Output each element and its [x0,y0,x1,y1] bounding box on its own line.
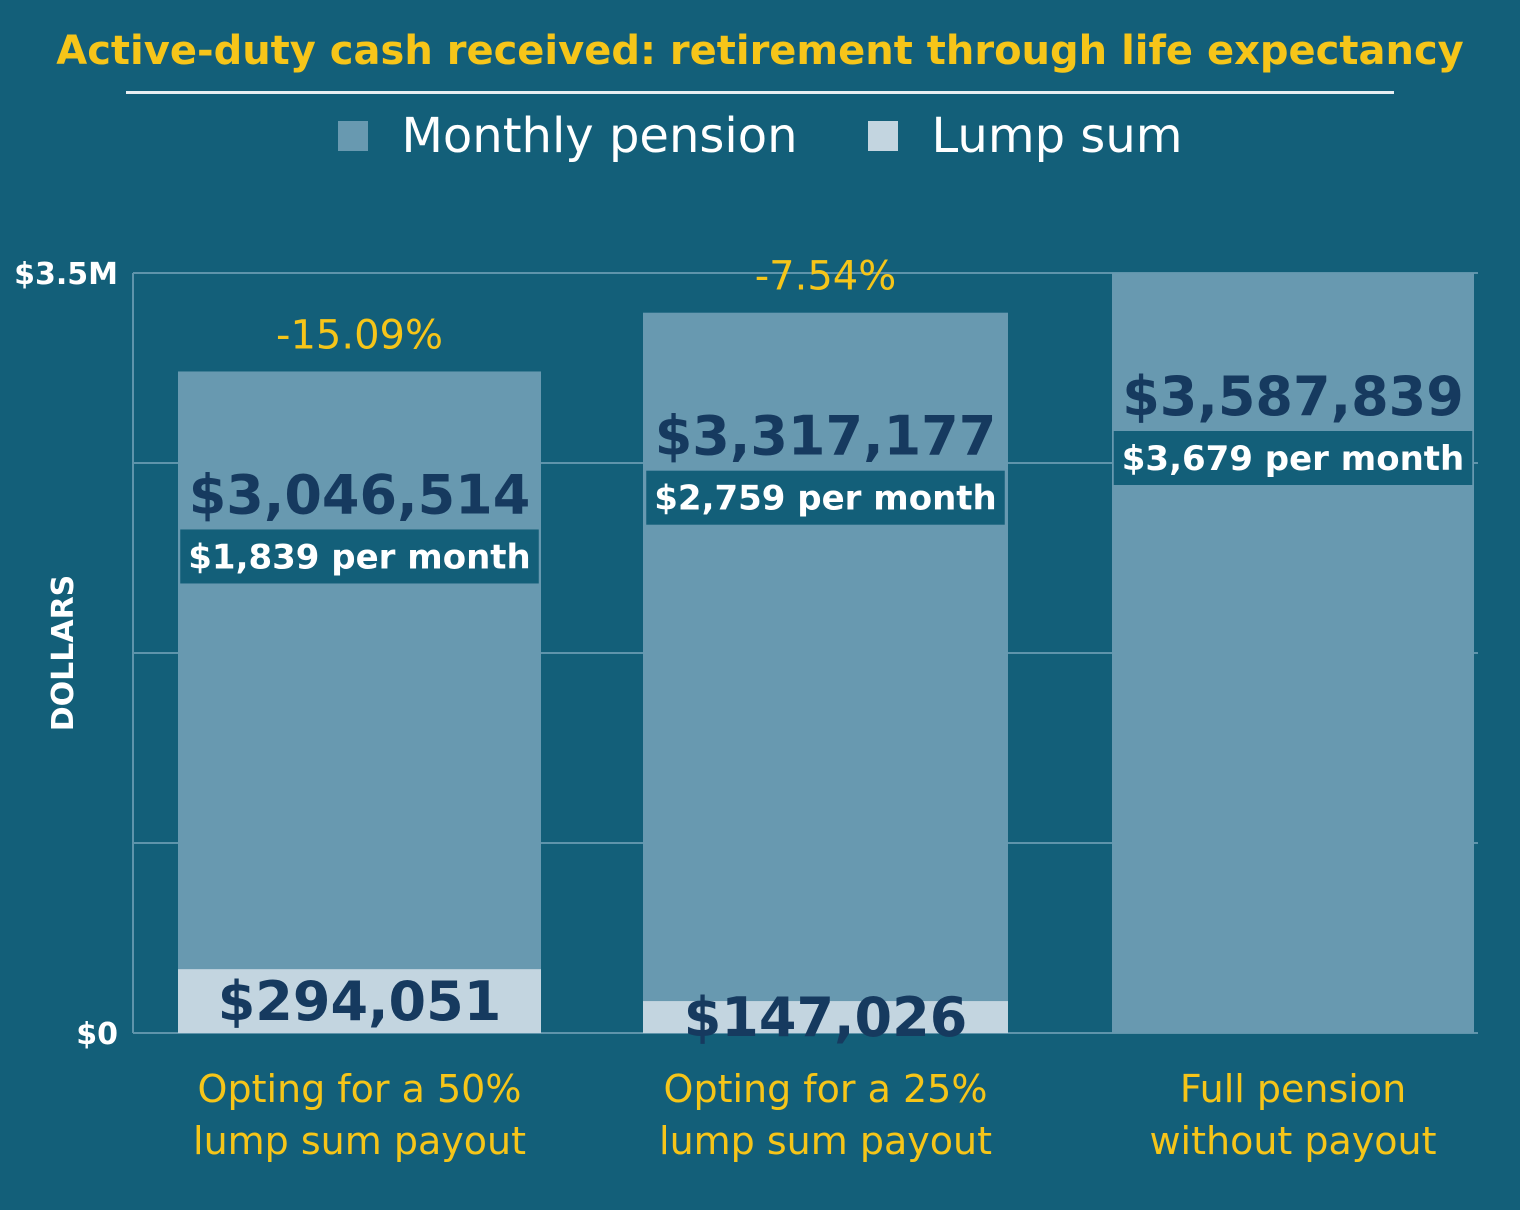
total-value-label: $3,046,514 [189,463,531,526]
category-label: Opting for a 50% [198,1067,522,1111]
monthly-amount-label: $2,759 per month [654,479,997,519]
legend: Monthly pension Lump sum [0,108,1520,164]
bar-monthly-pension [178,371,541,1033]
legend-swatch-monthly-pension [337,121,368,151]
title-divider [126,91,1394,94]
y-axis-label: DOLLARS [46,575,81,732]
y-tick-label: $0 [76,1017,118,1052]
category-label: lump sum payout [193,1119,526,1163]
percent-change-label: -15.09% [276,312,443,358]
total-value-label: $3,587,839 [1122,365,1464,428]
monthly-amount-label: $3,679 per month [1122,439,1465,479]
bar-monthly-pension [1112,273,1474,1033]
legend-label: Monthly pension [401,108,798,164]
monthly-amount-label: $1,839 per month [188,537,531,577]
bar-monthly-pension [643,312,1008,1033]
monthly-amount-box [180,529,539,584]
total-value-label: $3,317,177 [655,405,997,468]
monthly-amount-box [646,470,1005,525]
legend-item-lump-sum: Lump sum [867,108,1183,164]
bar-lump-sum [643,1001,1008,1033]
legend-item-monthly-pension: Monthly pension [337,108,798,164]
y-tick-label: $3.5M [14,257,118,292]
category-label: lump sum payout [659,1119,992,1163]
chart-title: Active-duty cash received: retirement th… [56,28,1464,74]
legend-swatch-lump-sum [867,121,898,151]
legend-label: Lump sum [931,108,1183,164]
category-label: without payout [1149,1119,1436,1163]
lump-sum-value-label: $294,051 [218,970,502,1033]
lump-sum-value-label: $147,026 [684,986,968,1049]
category-label: Full pension [1180,1067,1406,1111]
percent-change-label: -7.54% [755,254,897,300]
bar-lump-sum [178,969,541,1033]
category-label: Opting for a 25% [664,1067,988,1111]
monthly-amount-box [1113,431,1473,485]
